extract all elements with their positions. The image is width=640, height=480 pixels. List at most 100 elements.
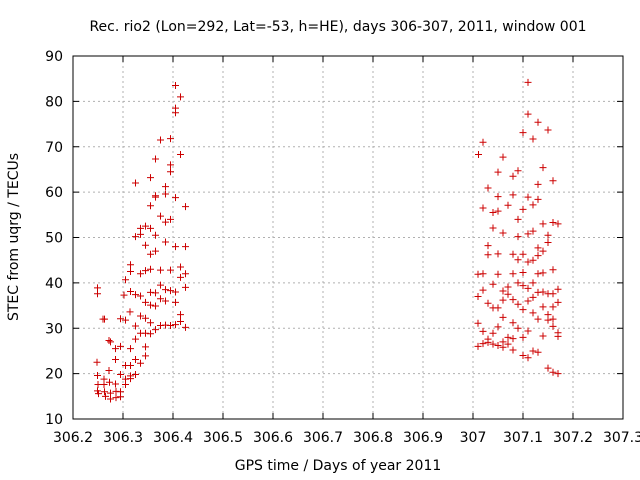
data-point (127, 268, 134, 276)
data-point (142, 298, 149, 306)
data-point (509, 250, 517, 258)
data-point (157, 136, 164, 144)
data-point (509, 172, 517, 180)
data-point (474, 342, 482, 350)
data-point (479, 204, 487, 212)
data-point (127, 287, 134, 295)
data-point (122, 381, 129, 389)
data-point (147, 265, 154, 273)
data-point (107, 389, 114, 397)
data-point (504, 290, 512, 298)
axis-ticks (72, 55, 624, 420)
data-point (524, 327, 532, 335)
data-point (167, 161, 174, 169)
data-point (475, 150, 482, 158)
data-point (544, 316, 552, 324)
data-point (142, 352, 149, 360)
data-point (494, 341, 502, 349)
data-point (524, 258, 532, 266)
data-point (157, 266, 164, 274)
data-point (157, 295, 164, 303)
data-point (172, 288, 179, 296)
data-point (479, 138, 487, 146)
x-tick-label: 306.5 (203, 430, 243, 446)
data-point (534, 118, 542, 126)
data-point (524, 230, 532, 238)
data-point (132, 179, 139, 187)
data-point (509, 191, 517, 199)
data-point (494, 250, 502, 258)
data-point (112, 394, 120, 402)
data-point (479, 340, 487, 348)
data-point (554, 220, 562, 228)
data-point (519, 333, 527, 341)
data-point (544, 364, 552, 372)
data-point (549, 368, 557, 376)
data-point (132, 322, 139, 330)
data-point (474, 292, 482, 300)
data-point (534, 270, 542, 278)
data-point (101, 315, 108, 323)
data-point (529, 293, 537, 301)
grid-lines (73, 56, 623, 419)
data-point (479, 270, 487, 278)
data-point (182, 283, 189, 291)
data-point (172, 298, 179, 306)
data-point (117, 371, 124, 379)
x-axis-label: GPS time / Days of year 2011 (235, 458, 442, 474)
data-point (107, 395, 114, 403)
data-point (484, 184, 492, 192)
data-point (167, 215, 174, 223)
data-point (529, 201, 537, 209)
x-tick-labels: 306.2 306.3 306.4 306.5 306.6 306.7 306.8 306.9… (53, 430, 640, 446)
data-point (489, 340, 497, 348)
data-point (167, 135, 174, 143)
data-point (177, 273, 184, 281)
data-point (142, 222, 149, 230)
data-point (127, 361, 134, 369)
data-point (182, 243, 189, 251)
data-point (142, 343, 149, 351)
y-tick-label: 50 (45, 231, 63, 247)
x-tick-label: 307 (460, 430, 487, 446)
data-point (112, 345, 119, 353)
data-point (162, 297, 169, 305)
data-point (499, 229, 507, 237)
data-point (147, 224, 154, 232)
data-point (122, 276, 129, 284)
data-point (504, 201, 512, 209)
data-point (554, 298, 562, 306)
data-point (489, 280, 497, 288)
data-point (519, 282, 527, 290)
data-point (529, 279, 537, 287)
data-point (172, 194, 179, 202)
data-point (132, 371, 139, 379)
data-point (142, 314, 149, 322)
data-point (489, 224, 497, 232)
y-tick-label: 80 (45, 94, 63, 110)
y-tick-label: 30 (45, 321, 63, 337)
data-point (147, 250, 154, 258)
data-point (94, 381, 102, 389)
data-point (157, 212, 164, 220)
data-point (514, 300, 522, 308)
data-points (93, 78, 562, 403)
data-point (142, 267, 149, 275)
data-point (137, 359, 144, 367)
data-point (479, 327, 487, 335)
data-point (127, 345, 134, 353)
data-point (539, 303, 547, 311)
data-point (147, 301, 154, 309)
x-tick-label: 307.3 (603, 430, 640, 446)
data-point (147, 330, 154, 338)
data-point (132, 356, 139, 364)
data-point (479, 286, 487, 294)
data-point (167, 168, 174, 176)
data-point (499, 153, 507, 161)
data-point (152, 326, 159, 334)
data-point (519, 351, 527, 359)
data-point (509, 270, 517, 278)
x-tick-label: 306.3 (103, 430, 143, 446)
x-tick-label: 306.9 (403, 430, 443, 446)
data-point (509, 296, 517, 304)
